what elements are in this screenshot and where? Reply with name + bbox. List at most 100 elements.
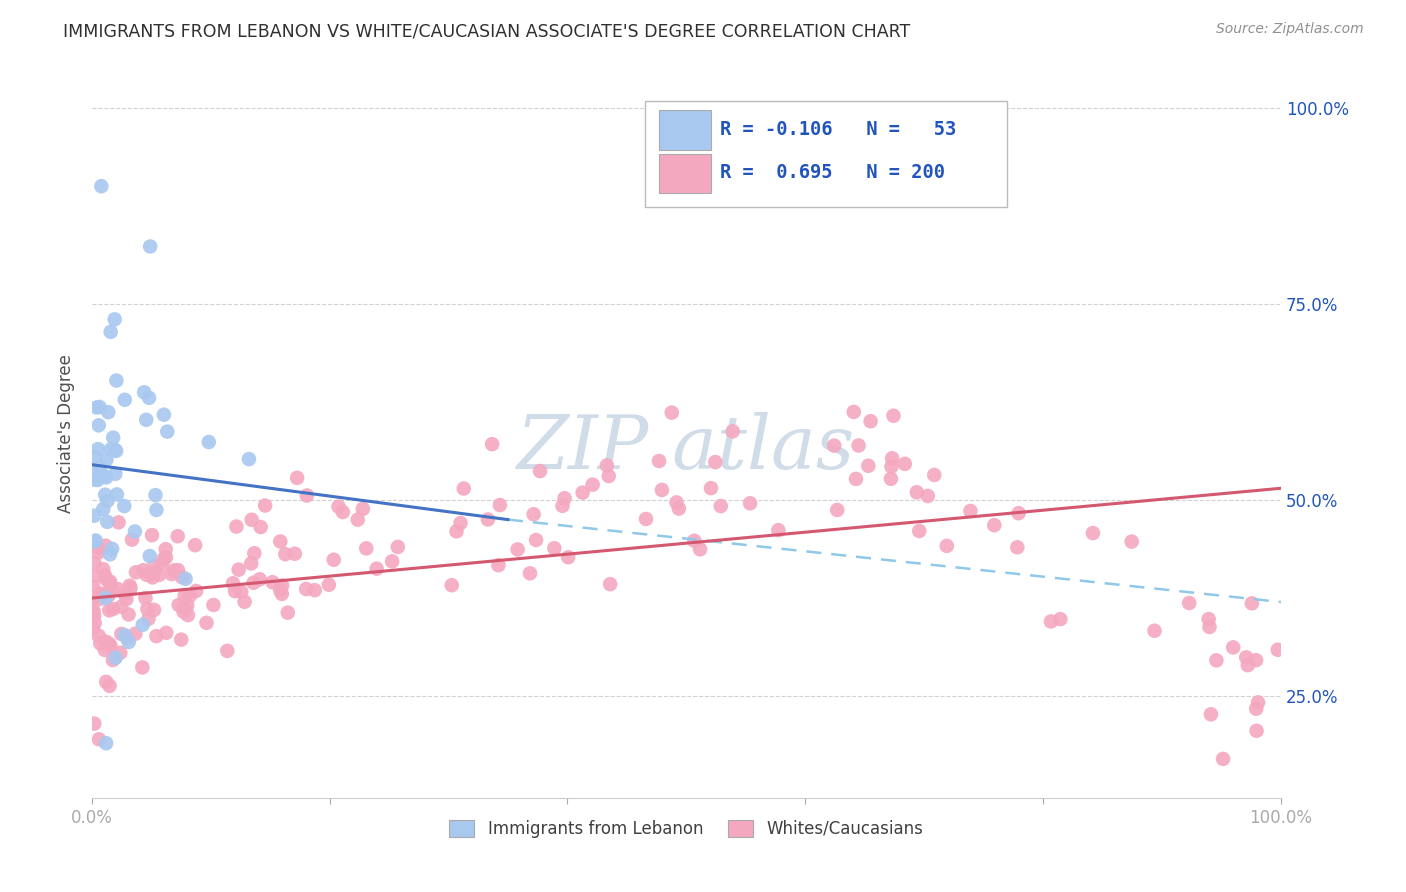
Point	[87, 418, 110, 433]
Point	[94, 572, 117, 586]
Point	[82, 605, 104, 619]
Point	[89, 636, 111, 650]
Point	[1267, 642, 1289, 657]
Point	[83, 466, 105, 480]
Point	[173, 589, 195, 603]
Point	[908, 524, 931, 538]
Point	[134, 591, 156, 605]
Point	[506, 542, 529, 557]
Point	[120, 581, 142, 595]
Point	[1039, 615, 1062, 629]
Point	[87, 541, 110, 556]
Point	[596, 458, 619, 473]
Point	[858, 458, 880, 473]
Point	[894, 457, 917, 471]
Point	[1222, 640, 1244, 655]
Point	[228, 563, 250, 577]
Point	[125, 566, 148, 580]
Point	[91, 588, 114, 602]
Point	[117, 607, 139, 622]
Point	[1234, 650, 1257, 665]
Point	[170, 632, 193, 647]
Point	[700, 481, 723, 495]
Point	[859, 414, 882, 428]
Point	[141, 528, 163, 542]
Point	[138, 612, 160, 626]
Point	[295, 582, 318, 596]
Point	[112, 499, 135, 513]
Point	[1143, 624, 1166, 638]
Point	[83, 473, 105, 487]
Point	[121, 533, 143, 547]
Point	[238, 452, 260, 467]
Point	[167, 598, 190, 612]
Point	[104, 442, 127, 457]
Point	[173, 601, 195, 615]
Point	[1198, 620, 1220, 634]
Point	[110, 599, 132, 614]
Point	[96, 494, 118, 508]
Point	[97, 589, 120, 603]
Point	[96, 515, 118, 529]
Point	[91, 502, 114, 516]
Point	[87, 732, 110, 747]
Point	[1199, 707, 1222, 722]
Point	[100, 442, 122, 457]
Point	[352, 501, 374, 516]
Point	[100, 580, 122, 594]
Legend: Immigrants from Lebanon, Whites/Caucasians: Immigrants from Lebanon, Whites/Caucasia…	[443, 813, 931, 845]
Point	[882, 409, 904, 423]
Point	[160, 567, 183, 582]
Point	[100, 325, 122, 339]
Point	[184, 538, 207, 552]
Point	[143, 603, 166, 617]
Point	[269, 583, 291, 598]
Point	[356, 541, 378, 556]
Point	[145, 629, 167, 643]
Point	[84, 533, 107, 548]
Point	[489, 498, 512, 512]
Point	[94, 488, 117, 502]
Point	[738, 496, 761, 510]
Point	[98, 574, 121, 589]
Point	[104, 312, 127, 326]
Point	[110, 627, 132, 641]
Point	[917, 489, 939, 503]
Point	[446, 524, 468, 539]
Point	[882, 451, 904, 466]
Point	[145, 503, 167, 517]
Point	[124, 626, 146, 640]
Point	[270, 587, 292, 601]
Point	[124, 524, 146, 539]
Point	[554, 491, 576, 506]
Point	[97, 405, 120, 419]
Point	[110, 646, 132, 660]
Point	[551, 499, 574, 513]
Point	[93, 469, 115, 483]
Point	[842, 405, 865, 419]
Point	[1007, 506, 1029, 520]
FancyBboxPatch shape	[659, 110, 711, 150]
Point	[98, 603, 121, 617]
Point	[825, 503, 848, 517]
Point	[107, 516, 129, 530]
Point	[135, 413, 157, 427]
Point	[481, 437, 503, 451]
Text: R = -0.106   N =   53: R = -0.106 N = 53	[720, 120, 956, 138]
Point	[166, 529, 188, 543]
Point	[118, 579, 141, 593]
Point	[440, 578, 463, 592]
Point	[155, 542, 177, 557]
Point	[83, 508, 105, 523]
Point	[543, 541, 565, 556]
Point	[150, 557, 173, 571]
Point	[880, 472, 903, 486]
Point	[1240, 596, 1263, 610]
Point	[477, 512, 499, 526]
Point	[148, 567, 170, 582]
Point	[935, 539, 957, 553]
Point	[721, 425, 744, 439]
Point	[94, 539, 117, 553]
Point	[141, 570, 163, 584]
Point	[118, 635, 141, 649]
